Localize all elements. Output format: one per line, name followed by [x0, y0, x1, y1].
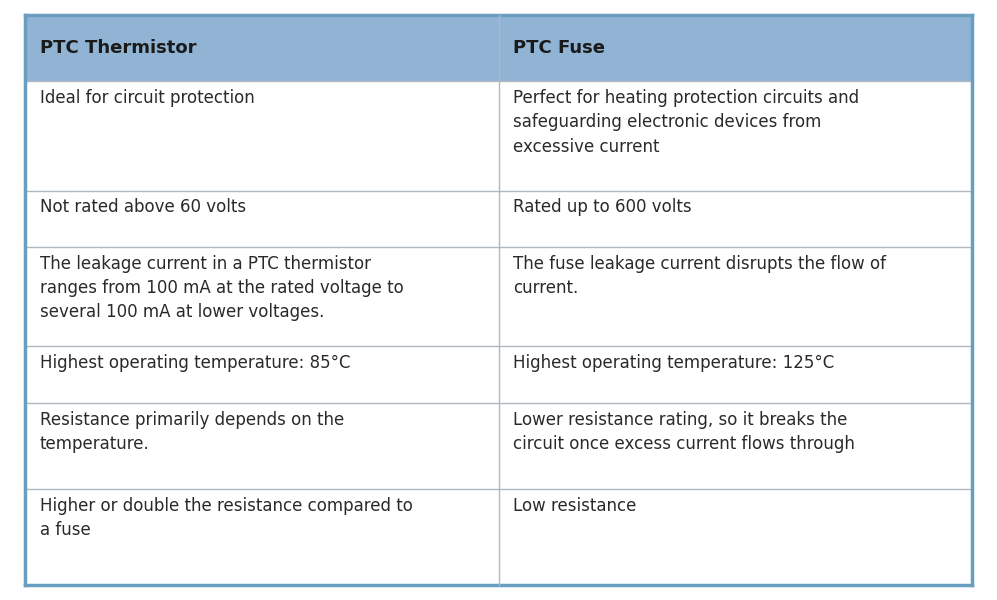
Text: Resistance primarily depends on the
temperature.: Resistance primarily depends on the temp… [40, 410, 344, 453]
Bar [25, 15, 498, 81]
Bar [498, 346, 972, 403]
Bar [498, 489, 972, 585]
Bar [25, 403, 498, 489]
Text: Not rated above 60 volts: Not rated above 60 volts [40, 199, 246, 217]
Text: Perfect for heating protection circuits and
safeguarding electronic devices from: Perfect for heating protection circuits … [513, 89, 859, 155]
Bar [25, 247, 498, 346]
Bar [25, 346, 498, 403]
Bar [25, 489, 498, 585]
Bar [25, 191, 498, 247]
Bar [498, 15, 972, 81]
Text: Low resistance: Low resistance [513, 497, 637, 515]
Text: The fuse leakage current disrupts the flow of
current.: The fuse leakage current disrupts the fl… [513, 255, 886, 297]
Text: Lower resistance rating, so it breaks the
circuit once excess current flows thro: Lower resistance rating, so it breaks th… [513, 410, 855, 453]
Bar [498, 81, 972, 191]
Text: PTC Fuse: PTC Fuse [513, 39, 605, 57]
Bar [498, 247, 972, 346]
Text: The leakage current in a PTC thermistor
ranges from 100 mA at the rated voltage : The leakage current in a PTC thermistor … [40, 255, 404, 322]
Text: PTC Thermistor: PTC Thermistor [40, 39, 196, 57]
Bar [25, 81, 498, 191]
Text: Higher or double the resistance compared to
a fuse: Higher or double the resistance compared… [40, 497, 413, 539]
Text: Ideal for circuit protection: Ideal for circuit protection [40, 89, 254, 107]
Text: Highest operating temperature: 85°C: Highest operating temperature: 85°C [40, 354, 350, 372]
Bar [498, 191, 972, 247]
Bar [498, 403, 972, 489]
Text: Highest operating temperature: 125°C: Highest operating temperature: 125°C [513, 354, 834, 372]
Text: Rated up to 600 volts: Rated up to 600 volts [513, 199, 692, 217]
